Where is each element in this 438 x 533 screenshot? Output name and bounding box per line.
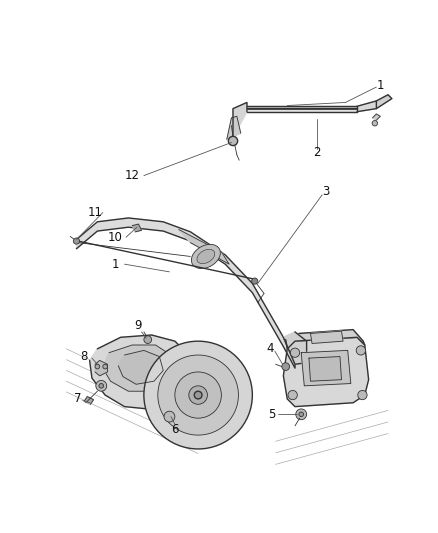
Text: 1: 1 [111, 257, 119, 271]
Polygon shape [283, 337, 369, 407]
Circle shape [228, 136, 238, 146]
Circle shape [144, 336, 152, 343]
Polygon shape [132, 224, 141, 232]
Circle shape [282, 363, 290, 370]
Polygon shape [309, 357, 342, 381]
Circle shape [144, 341, 252, 449]
Polygon shape [286, 329, 365, 349]
Circle shape [164, 411, 175, 422]
Polygon shape [227, 116, 241, 140]
Circle shape [73, 238, 80, 244]
Polygon shape [376, 95, 392, 109]
Polygon shape [233, 102, 247, 137]
Circle shape [158, 355, 238, 435]
Polygon shape [283, 332, 307, 364]
Circle shape [194, 391, 202, 399]
Text: 2: 2 [313, 146, 321, 159]
Polygon shape [247, 106, 357, 112]
Circle shape [356, 346, 366, 355]
Text: 1: 1 [377, 79, 384, 92]
Polygon shape [103, 345, 177, 391]
Polygon shape [179, 230, 229, 264]
Circle shape [299, 412, 304, 417]
Text: 7: 7 [74, 392, 82, 406]
Text: 10: 10 [108, 231, 123, 244]
Polygon shape [357, 101, 376, 112]
Circle shape [175, 372, 221, 418]
Ellipse shape [197, 249, 215, 264]
Polygon shape [90, 335, 194, 409]
Polygon shape [84, 397, 93, 405]
Text: 4: 4 [266, 342, 274, 356]
Text: 3: 3 [322, 184, 330, 198]
Circle shape [290, 348, 300, 357]
Polygon shape [95, 360, 107, 376]
Polygon shape [77, 218, 295, 368]
Circle shape [96, 381, 107, 391]
Text: 9: 9 [135, 319, 142, 332]
Text: 12: 12 [125, 169, 140, 182]
Text: 5: 5 [268, 408, 276, 421]
Polygon shape [118, 350, 163, 384]
Text: 11: 11 [88, 206, 102, 219]
Ellipse shape [191, 244, 220, 269]
Polygon shape [311, 331, 343, 343]
Circle shape [95, 364, 100, 369]
Circle shape [99, 384, 103, 388]
Circle shape [189, 386, 208, 405]
Text: 8: 8 [81, 350, 88, 363]
Circle shape [372, 120, 378, 126]
Circle shape [288, 391, 297, 400]
Text: 6: 6 [171, 423, 179, 436]
Circle shape [358, 391, 367, 400]
Circle shape [103, 364, 107, 369]
Circle shape [296, 409, 307, 419]
Polygon shape [301, 350, 351, 386]
Circle shape [251, 278, 258, 284]
Polygon shape [372, 114, 380, 120]
